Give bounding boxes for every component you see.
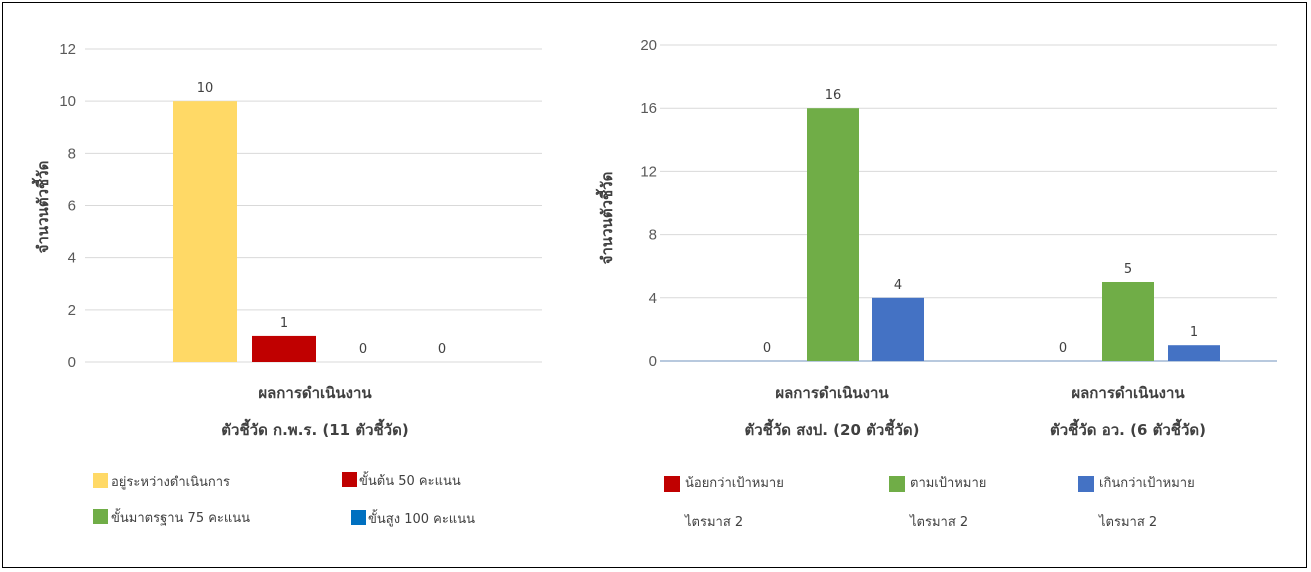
bar [252,335,316,362]
legend-swatch [93,473,108,488]
y-tick-label: 8 [68,145,76,162]
y-tick-label: 8 [649,227,657,244]
y-tick-label: 16 [640,100,657,117]
left-legend: อยู่ระหว่างดำเนินการ ขั้นต้น 50 คะแนน ขั… [93,471,475,527]
left-y-axis-label: จำนวนตัวชี้วัด [31,161,52,254]
legend-swatch [664,476,680,492]
right-category-1-label-line2: ตัวชี้วัด สงป. (20 ตัวชี้วัด) [745,418,920,439]
left-legend-item-pending: อยู่ระหว่างดำเนินการ [93,473,230,490]
left-category-label-line1: ผลการดำเนินงาน [258,384,372,402]
data-label: 10 [197,81,214,96]
bar [807,108,859,361]
legend-swatch [342,472,357,487]
right-legend-item-below-target: น้อยกว่าเป้าหมาย ไตรมาส 2 [664,476,784,530]
bar [173,101,237,363]
y-tick-label: 6 [68,198,76,215]
bar [1168,345,1220,361]
y-tick-label: 20 [640,37,657,54]
data-label: 0 [1059,341,1067,356]
data-label: 0 [359,342,367,357]
legend-label: ขั้นสูง 100 คะแนน [368,509,475,527]
left-category-label-line2: ตัวชี้วัด ก.พ.ร. (11 ตัวชี้วัด) [221,418,408,439]
legend-label: ขั้นต้น 50 คะแนน [359,471,461,489]
right-category-2-label-line2: ตัวชี้วัด อว. (6 ตัวชี้วัด) [1050,418,1206,439]
bar [872,297,924,361]
legend-label: อยู่ระหว่างดำเนินการ [111,475,230,490]
left-legend-item-standard: ขั้นมาตรฐาน 75 คะแนน [93,508,250,526]
right-category-2-label-line1: ผลการดำเนินงาน [1071,384,1185,402]
legend-label-line1: เกินกว่าเป้าหมาย [1099,476,1195,491]
data-label: 0 [763,341,771,356]
data-label: 1 [280,316,288,331]
legend-label-line1: ตามเป้าหมาย [910,476,986,491]
legend-label-line1: น้อยกว่าเป้าหมาย [685,476,784,491]
y-tick-label: 4 [68,250,76,267]
data-label: 5 [1124,262,1132,277]
right-chart: 0 4 8 12 16 20 จำนวนตัวชี้วัด 0 16 4 0 5 1 ผลการดำ… [595,37,1277,530]
y-tick-label: 10 [59,93,76,110]
legend-swatch [93,509,108,524]
right-category-1-label-line1: ผลการดำเนินงาน [775,384,889,402]
legend-label-line2: ไตรมาส 2 [909,514,968,530]
right-y-axis-label: จำนวนตัวชี้วัด [595,172,616,265]
data-label: 16 [825,88,842,103]
legend-label-line2: ไตรมาส 2 [684,514,743,530]
right-legend-item-on-target: ตามเป้าหมาย ไตรมาส 2 [889,476,986,530]
y-tick-label: 0 [68,354,76,371]
y-tick-label: 2 [68,302,76,319]
left-legend-item-initial: ขั้นต้น 50 คะแนน [342,471,461,489]
data-label: 4 [894,278,902,293]
left-legend-item-advanced: ขั้นสูง 100 คะแนน [351,509,475,527]
legend-label: ขั้นมาตรฐาน 75 คะแนน [111,508,250,526]
right-legend-item-above-target: เกินกว่าเป้าหมาย ไตรมาส 2 [1078,476,1195,530]
y-tick-label: 0 [649,353,657,370]
data-label: 1 [1190,325,1198,340]
legend-label-line2: ไตรมาส 2 [1098,514,1157,530]
legend-swatch [889,476,905,492]
y-tick-label: 12 [640,163,657,180]
legend-swatch [1078,476,1094,492]
y-tick-label: 4 [649,290,657,307]
y-tick-label: 12 [59,41,76,58]
right-legend: น้อยกว่าเป้าหมาย ไตรมาส 2 ตามเป้าหมาย ไต… [664,476,1195,530]
bar [1102,282,1154,361]
data-label: 0 [438,342,446,357]
legend-swatch [351,510,366,525]
